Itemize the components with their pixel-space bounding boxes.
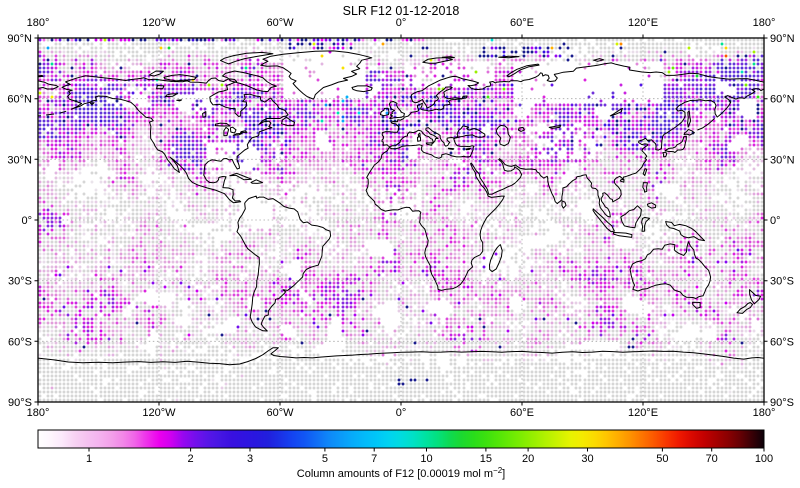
svg-text:90°N: 90°N bbox=[7, 33, 32, 45]
svg-text:30°N: 30°N bbox=[770, 154, 795, 166]
svg-text:180°: 180° bbox=[27, 407, 50, 419]
svg-text:60°N: 60°N bbox=[7, 94, 32, 106]
svg-text:90°S: 90°S bbox=[8, 397, 32, 409]
svg-text:180°: 180° bbox=[753, 407, 776, 419]
svg-text:2: 2 bbox=[188, 453, 194, 465]
svg-text:70: 70 bbox=[706, 453, 718, 465]
svg-text:180°: 180° bbox=[753, 17, 776, 29]
svg-text:SLR F12 01-12-2018: SLR F12 01-12-2018 bbox=[343, 4, 460, 18]
svg-text:30: 30 bbox=[581, 453, 593, 465]
svg-text:50: 50 bbox=[656, 453, 668, 465]
svg-text:100: 100 bbox=[755, 453, 773, 465]
svg-text:1: 1 bbox=[86, 453, 92, 465]
svg-text:60°W: 60°W bbox=[266, 407, 294, 419]
svg-text:5: 5 bbox=[322, 453, 328, 465]
svg-text:30°N: 30°N bbox=[7, 154, 32, 166]
svg-text:30°S: 30°S bbox=[770, 276, 794, 288]
svg-text:120°E: 120°E bbox=[628, 17, 658, 29]
svg-text:0°: 0° bbox=[21, 215, 32, 227]
svg-text:60°N: 60°N bbox=[770, 94, 795, 106]
svg-text:Column amounts of F12 [0.00019: Column amounts of F12 [0.00019 mol m−2] bbox=[297, 466, 505, 480]
svg-text:120°W: 120°W bbox=[142, 407, 176, 419]
svg-text:30°S: 30°S bbox=[8, 276, 32, 288]
svg-text:60°E: 60°E bbox=[510, 17, 534, 29]
svg-text:10: 10 bbox=[420, 453, 432, 465]
svg-text:0°: 0° bbox=[396, 407, 407, 419]
svg-text:0°: 0° bbox=[396, 17, 407, 29]
svg-text:0°: 0° bbox=[770, 215, 781, 227]
svg-text:60°E: 60°E bbox=[510, 407, 534, 419]
svg-text:120°E: 120°E bbox=[628, 407, 658, 419]
svg-text:60°S: 60°S bbox=[770, 336, 794, 348]
svg-text:90°S: 90°S bbox=[770, 397, 794, 409]
svg-text:60°W: 60°W bbox=[266, 17, 294, 29]
svg-text:20: 20 bbox=[522, 453, 534, 465]
svg-text:60°S: 60°S bbox=[8, 336, 32, 348]
svg-text:15: 15 bbox=[480, 453, 492, 465]
svg-text:180°: 180° bbox=[27, 17, 50, 29]
svg-text:7: 7 bbox=[371, 453, 377, 465]
svg-text:3: 3 bbox=[247, 453, 253, 465]
svg-text:90°N: 90°N bbox=[770, 33, 795, 45]
svg-text:120°W: 120°W bbox=[142, 17, 176, 29]
